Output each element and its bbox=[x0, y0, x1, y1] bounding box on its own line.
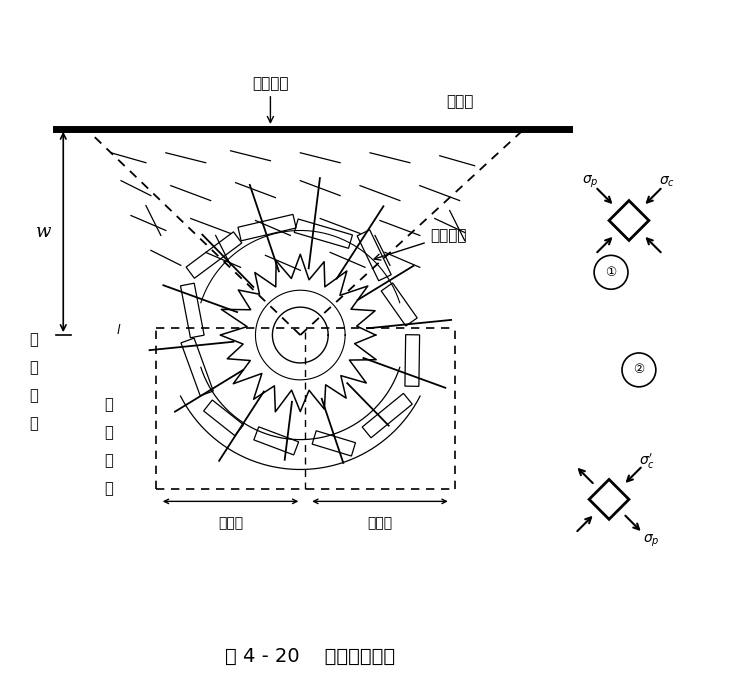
Text: 自由面: 自由面 bbox=[446, 94, 474, 109]
Text: 向: 向 bbox=[104, 425, 113, 440]
Text: 裂: 裂 bbox=[104, 453, 113, 468]
Text: 缝: 缝 bbox=[29, 416, 38, 431]
Text: 径: 径 bbox=[29, 333, 38, 348]
Text: 图 4 - 20    爆炸碎岩机理: 图 4 - 20 爆炸碎岩机理 bbox=[225, 647, 395, 667]
Text: 裂: 裂 bbox=[29, 388, 38, 403]
Text: $\sigma_c'$: $\sigma_c'$ bbox=[639, 452, 655, 471]
Text: 缝: 缝 bbox=[104, 481, 113, 496]
Text: ①: ① bbox=[606, 266, 617, 279]
Text: 爆破漏斗: 爆破漏斗 bbox=[252, 76, 289, 123]
Text: 向: 向 bbox=[29, 360, 38, 375]
Text: ②: ② bbox=[633, 364, 645, 377]
Text: $\sigma_c$: $\sigma_c$ bbox=[659, 175, 675, 189]
Text: w: w bbox=[36, 223, 51, 241]
Text: 破碎区: 破碎区 bbox=[368, 516, 392, 531]
Text: $\sigma_p$: $\sigma_p$ bbox=[583, 174, 599, 190]
Text: 环: 环 bbox=[104, 397, 113, 412]
Text: 粉碎区: 粉碎区 bbox=[218, 516, 243, 531]
Text: $\sigma_p$: $\sigma_p$ bbox=[642, 533, 659, 549]
Text: 拉断裂缝: 拉断裂缝 bbox=[374, 228, 466, 260]
Text: $l$: $l$ bbox=[116, 323, 122, 337]
